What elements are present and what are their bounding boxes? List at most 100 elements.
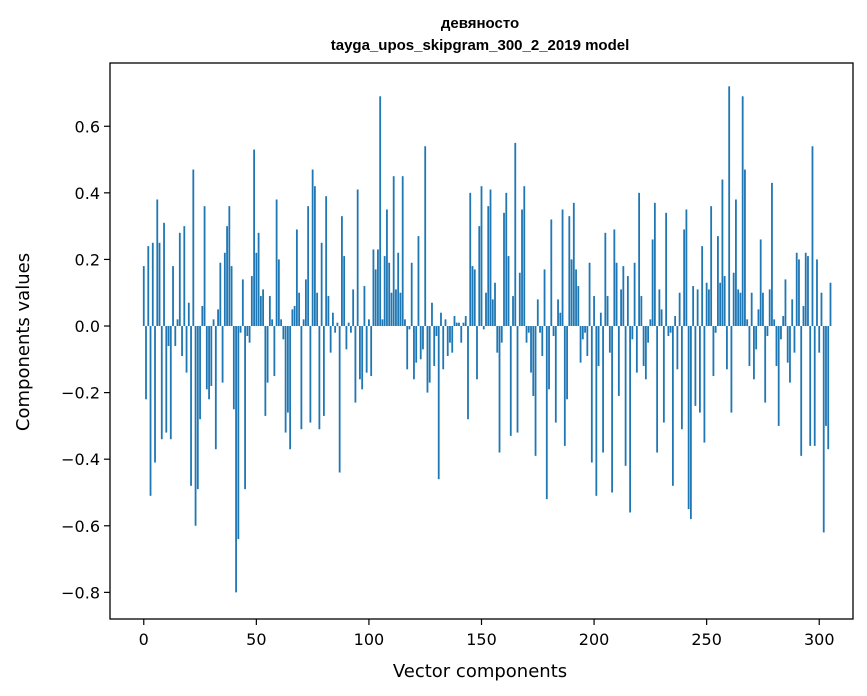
bar (286, 326, 289, 413)
bar (176, 319, 179, 327)
bar (264, 326, 267, 416)
bar (203, 206, 206, 327)
bar (212, 319, 215, 327)
bar (221, 326, 224, 383)
bar (586, 326, 589, 356)
y-tick-label: 0.2 (75, 250, 100, 269)
bar (280, 319, 283, 327)
bar (322, 326, 325, 416)
bar (248, 326, 251, 343)
bar (219, 262, 222, 327)
bar (158, 242, 161, 327)
bar (361, 326, 364, 390)
bar (784, 279, 787, 327)
bar (640, 296, 643, 327)
bar (800, 326, 803, 456)
bar (365, 326, 368, 373)
bar (386, 209, 388, 327)
bar (687, 326, 690, 510)
bar (804, 252, 807, 327)
bar (674, 316, 677, 327)
bar (494, 282, 496, 327)
bar (239, 326, 242, 333)
bar (656, 326, 659, 453)
bar (773, 319, 776, 327)
x-axis-label: Vector components (393, 661, 567, 682)
bar (183, 226, 186, 327)
bar (811, 146, 814, 327)
bar (638, 192, 641, 327)
bar (768, 289, 771, 327)
bar (500, 326, 503, 343)
bar (721, 179, 724, 327)
bar (559, 312, 562, 327)
bar (390, 292, 393, 327)
bar (453, 316, 456, 327)
bar (777, 326, 780, 426)
bar (701, 246, 704, 327)
bar (435, 326, 438, 337)
bar (647, 326, 650, 343)
bar (478, 226, 481, 327)
bar (464, 316, 467, 327)
bar (230, 266, 233, 327)
bar (764, 326, 767, 403)
bar (368, 319, 370, 327)
bar (467, 326, 469, 420)
bar (597, 326, 600, 366)
bar (462, 322, 465, 327)
bar (446, 326, 449, 356)
bar (608, 326, 611, 353)
bar (372, 249, 375, 327)
bar (498, 326, 501, 453)
bar (165, 326, 168, 433)
bar (413, 326, 415, 380)
bar (737, 289, 740, 327)
bar (169, 326, 172, 440)
bar (521, 209, 523, 327)
bar (244, 326, 246, 490)
bar (356, 189, 359, 327)
bar (241, 279, 244, 327)
bar (649, 319, 652, 327)
bar (584, 326, 586, 333)
bar (408, 326, 411, 330)
bar (791, 299, 794, 327)
y-tick-label: −0.8 (61, 583, 100, 602)
bar (653, 202, 656, 327)
bar (473, 269, 476, 327)
bar (343, 256, 346, 327)
bar (523, 186, 526, 327)
bar (318, 326, 321, 430)
bar (388, 262, 391, 327)
bar (458, 322, 460, 327)
bar (507, 256, 510, 327)
y-tick-label: 0.6 (75, 117, 100, 136)
bar (536, 299, 539, 327)
y-tick-label: 0.0 (75, 317, 100, 336)
bar (626, 276, 629, 327)
y-tick-label: −0.2 (61, 384, 100, 403)
bar (557, 299, 559, 327)
bar (692, 286, 695, 327)
bar (782, 316, 785, 327)
bar (469, 192, 472, 327)
bar (401, 176, 404, 327)
bar (313, 186, 316, 327)
bar (617, 326, 620, 396)
bar (563, 326, 566, 446)
bar (728, 86, 731, 327)
bar (669, 326, 672, 333)
bar (455, 322, 458, 327)
bar (496, 326, 499, 353)
bar (714, 326, 717, 333)
bar (671, 326, 674, 486)
bar (471, 266, 474, 327)
bar (223, 252, 226, 327)
bar (377, 249, 379, 327)
bar (509, 326, 512, 436)
bar (145, 326, 147, 400)
plot-area-frame (109, 62, 854, 620)
